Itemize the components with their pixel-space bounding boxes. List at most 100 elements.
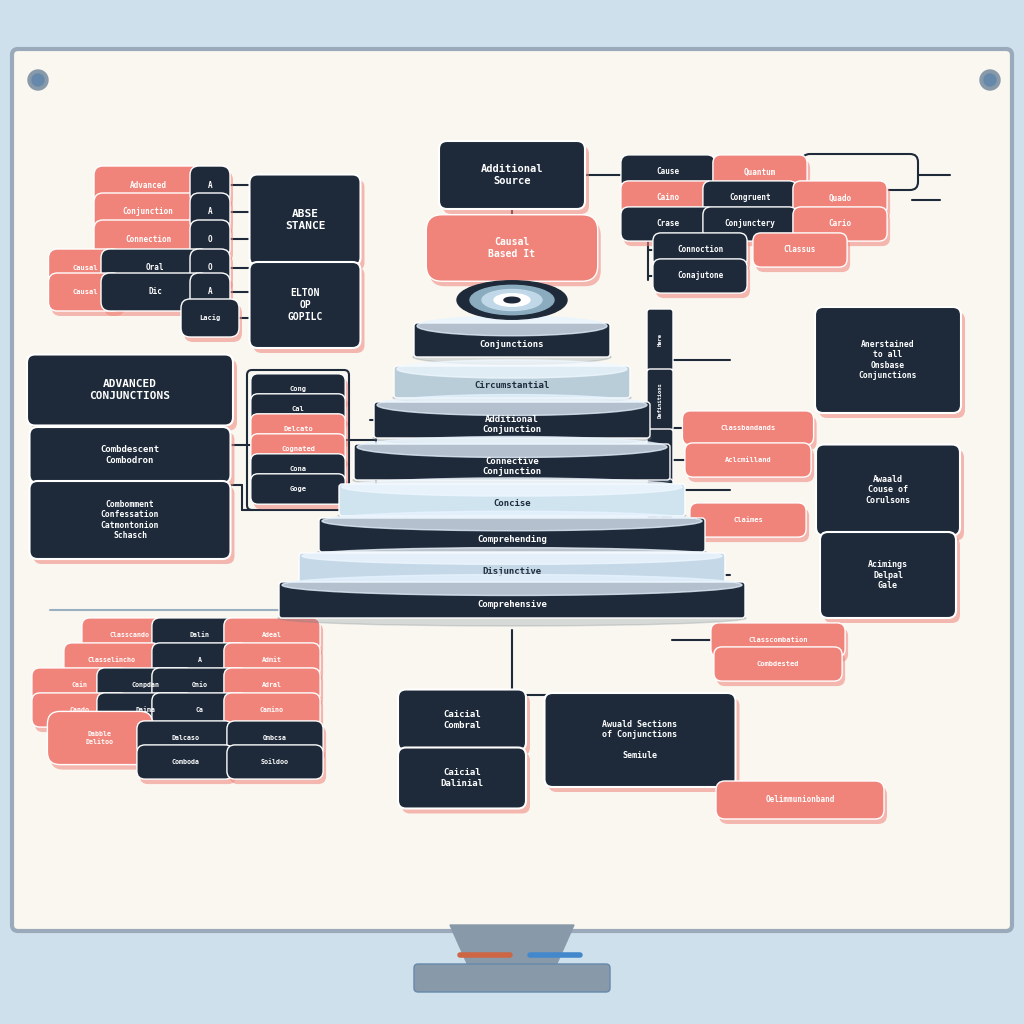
FancyBboxPatch shape — [155, 698, 251, 732]
FancyBboxPatch shape — [656, 238, 751, 272]
Text: Classelincho: Classelincho — [88, 657, 136, 663]
Ellipse shape — [397, 359, 627, 378]
FancyBboxPatch shape — [227, 648, 324, 682]
FancyBboxPatch shape — [104, 254, 212, 292]
Text: Comprehensive: Comprehensive — [477, 600, 547, 609]
FancyBboxPatch shape — [716, 781, 884, 819]
FancyBboxPatch shape — [48, 273, 122, 311]
FancyBboxPatch shape — [549, 698, 739, 792]
FancyBboxPatch shape — [193, 171, 233, 209]
FancyBboxPatch shape — [443, 146, 589, 214]
Text: Aclcmilland: Aclcmilland — [725, 457, 771, 463]
Text: Onio: Onio — [193, 682, 208, 688]
Text: A: A — [208, 180, 212, 189]
Text: Cona: Cona — [290, 466, 306, 472]
Ellipse shape — [278, 610, 746, 626]
FancyBboxPatch shape — [181, 299, 239, 337]
FancyBboxPatch shape — [137, 744, 233, 779]
FancyBboxPatch shape — [184, 304, 242, 342]
FancyBboxPatch shape — [414, 323, 610, 357]
Text: Causal: Causal — [73, 265, 97, 271]
FancyBboxPatch shape — [251, 374, 345, 404]
FancyBboxPatch shape — [621, 181, 715, 215]
Text: Dabble
Delitoo: Dabble Delitoo — [86, 731, 114, 744]
Text: Combomment
Confessation
Catmontonion
Schasch: Combomment Confessation Catmontonion Sch… — [100, 500, 160, 540]
FancyBboxPatch shape — [621, 155, 715, 189]
FancyBboxPatch shape — [624, 186, 718, 220]
FancyBboxPatch shape — [97, 171, 205, 209]
FancyBboxPatch shape — [227, 698, 324, 732]
FancyBboxPatch shape — [34, 486, 234, 564]
FancyBboxPatch shape — [101, 249, 209, 287]
FancyBboxPatch shape — [230, 726, 326, 760]
Text: Awaald
Couse of
Corulsons: Awaald Couse of Corulsons — [865, 475, 910, 505]
Ellipse shape — [342, 478, 682, 496]
Text: Classus: Classus — [783, 246, 816, 255]
FancyBboxPatch shape — [624, 212, 718, 246]
Text: Dalin: Dalin — [190, 632, 210, 638]
FancyBboxPatch shape — [802, 154, 918, 190]
FancyBboxPatch shape — [653, 232, 748, 267]
FancyBboxPatch shape — [82, 617, 178, 652]
Text: Conjunctions: Conjunctions — [480, 340, 544, 349]
FancyBboxPatch shape — [693, 508, 809, 542]
Text: Crase: Crase — [656, 219, 680, 228]
Text: Dic: Dic — [148, 288, 162, 297]
Ellipse shape — [470, 286, 554, 314]
FancyBboxPatch shape — [426, 215, 598, 282]
Text: Causal: Causal — [73, 289, 97, 295]
FancyBboxPatch shape — [12, 49, 1012, 931]
Ellipse shape — [302, 548, 722, 564]
Ellipse shape — [357, 436, 667, 458]
Ellipse shape — [318, 545, 706, 559]
Text: Additional
Conjunction: Additional Conjunction — [482, 415, 542, 434]
FancyBboxPatch shape — [647, 479, 673, 541]
FancyBboxPatch shape — [94, 220, 202, 258]
FancyBboxPatch shape — [227, 721, 324, 755]
FancyBboxPatch shape — [647, 369, 673, 431]
FancyBboxPatch shape — [279, 582, 745, 618]
Ellipse shape — [413, 349, 611, 365]
Text: Delcato: Delcato — [283, 426, 313, 432]
Text: ADVANCED
CONJUNCTIONS: ADVANCED CONJUNCTIONS — [89, 379, 171, 400]
Text: Conjunctery: Conjunctery — [725, 219, 775, 228]
FancyBboxPatch shape — [94, 166, 202, 204]
Text: Lacig: Lacig — [200, 314, 220, 322]
FancyBboxPatch shape — [227, 673, 324, 708]
Text: Comprehending: Comprehending — [477, 535, 547, 544]
FancyBboxPatch shape — [251, 474, 345, 504]
Text: Conajutone: Conajutone — [677, 271, 723, 281]
FancyBboxPatch shape — [254, 479, 348, 509]
Text: Ombcsa: Ombcsa — [263, 735, 287, 741]
Text: Adral: Adral — [262, 682, 282, 688]
FancyBboxPatch shape — [104, 278, 212, 316]
Text: Quantum: Quantum — [743, 168, 776, 176]
Ellipse shape — [482, 290, 542, 310]
Text: Advanced: Advanced — [129, 180, 167, 189]
FancyBboxPatch shape — [402, 753, 530, 813]
Ellipse shape — [322, 511, 702, 530]
FancyBboxPatch shape — [719, 786, 887, 824]
FancyBboxPatch shape — [35, 698, 131, 732]
Text: Daima: Daima — [135, 707, 155, 713]
Text: Cario: Cario — [828, 219, 852, 228]
FancyBboxPatch shape — [190, 166, 230, 204]
FancyBboxPatch shape — [439, 141, 585, 209]
FancyBboxPatch shape — [97, 693, 194, 727]
FancyBboxPatch shape — [251, 454, 345, 484]
FancyBboxPatch shape — [31, 359, 237, 430]
FancyBboxPatch shape — [190, 249, 230, 287]
FancyBboxPatch shape — [647, 309, 673, 371]
FancyBboxPatch shape — [820, 532, 956, 618]
FancyBboxPatch shape — [97, 668, 194, 702]
FancyBboxPatch shape — [429, 220, 601, 287]
Ellipse shape — [338, 509, 686, 522]
Text: A: A — [208, 288, 212, 297]
Text: Ca: Ca — [196, 707, 204, 713]
FancyBboxPatch shape — [254, 179, 365, 270]
Text: ABSE
STANCE: ABSE STANCE — [285, 209, 326, 230]
FancyBboxPatch shape — [32, 693, 128, 727]
FancyBboxPatch shape — [714, 647, 842, 681]
FancyBboxPatch shape — [190, 273, 230, 311]
Circle shape — [984, 74, 996, 86]
